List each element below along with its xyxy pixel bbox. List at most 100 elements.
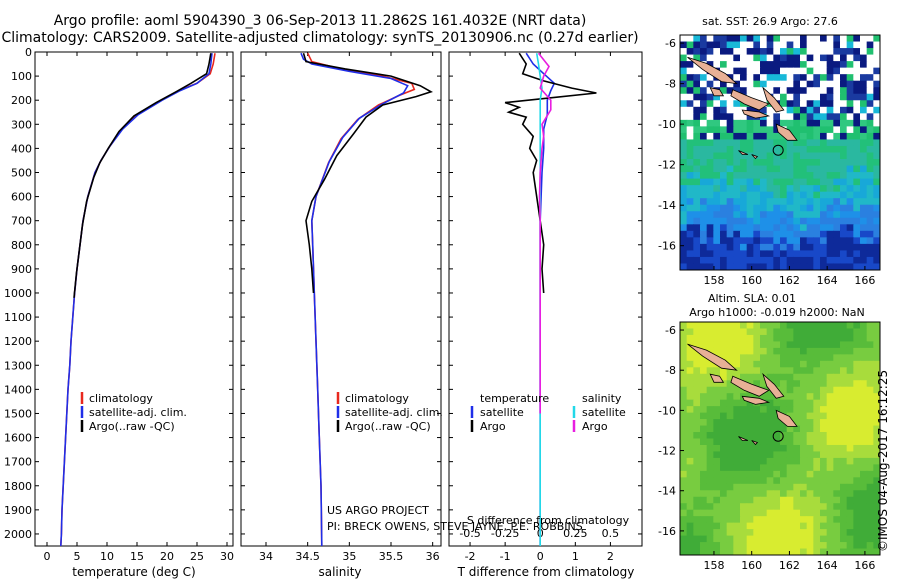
map-cell [746, 451, 754, 459]
map-cell [846, 457, 854, 465]
depth-tick-label: 700 [11, 215, 32, 228]
map-cell [766, 256, 774, 265]
map-cell [846, 444, 854, 453]
map-cell [800, 399, 808, 407]
map-cell [713, 464, 721, 472]
map-cell [793, 457, 801, 465]
map-cell [780, 328, 788, 336]
map-cell [746, 113, 754, 121]
map-cell [826, 87, 834, 95]
map-cell [726, 367, 734, 375]
map-cell [726, 535, 734, 543]
map-cell [833, 529, 841, 537]
map-cell [773, 477, 781, 485]
map-cell [740, 211, 748, 219]
map-cell [733, 217, 741, 225]
map-cell [800, 322, 808, 330]
map-cell [766, 152, 774, 160]
map-cell [846, 250, 854, 258]
map-cell [800, 542, 808, 550]
map-cell [700, 322, 708, 330]
map-cell [733, 535, 741, 543]
x2-tick-label: -0.5 [459, 527, 480, 540]
map-cell [773, 380, 781, 388]
map-cell [706, 41, 714, 49]
map-cell [806, 457, 814, 465]
map-cell [693, 457, 701, 465]
map-cell [766, 48, 774, 56]
map-cell [820, 100, 828, 108]
map-cell [766, 490, 774, 498]
map-cell [753, 35, 761, 43]
map-cell [706, 419, 714, 427]
map-y-tick-label: -10 [658, 404, 676, 417]
map-cell [713, 230, 721, 238]
map-cell [840, 145, 848, 154]
map-cell [720, 126, 728, 134]
map-cell [840, 224, 848, 232]
map-cell [820, 516, 828, 524]
map-cell [813, 399, 821, 407]
map-cell [693, 367, 701, 375]
map-cell [800, 548, 808, 555]
map-cell [720, 230, 728, 238]
map-cell [800, 496, 808, 504]
map-cell [686, 80, 694, 88]
map-cell [700, 217, 708, 225]
map-cell [873, 119, 880, 127]
map-cell [733, 87, 741, 95]
map-cell [853, 54, 861, 62]
map-cell [773, 211, 781, 219]
map-cell [800, 67, 808, 75]
map-cell [746, 61, 754, 69]
map-cell [713, 438, 721, 446]
map-cell [773, 412, 781, 420]
map-cell [813, 230, 821, 238]
map-cell [700, 542, 708, 550]
map-cell [740, 490, 748, 498]
map-cell [740, 328, 748, 336]
map-cell [806, 477, 814, 485]
map-cell [773, 185, 781, 193]
legend-label-climatology: climatology [89, 392, 153, 405]
map-cell [740, 217, 748, 225]
x-tick-label: 2 [607, 550, 614, 563]
map-cell [806, 185, 814, 193]
map-cell [813, 263, 821, 270]
map-cell [866, 354, 874, 362]
map-cell [760, 509, 768, 517]
map-cell [800, 41, 808, 49]
map-cell [766, 204, 774, 212]
map-cell [760, 172, 768, 180]
map-cell [840, 354, 848, 362]
map-cell [680, 145, 688, 154]
map-cell [793, 145, 801, 154]
map-cell [780, 80, 788, 88]
map-cell [693, 483, 701, 491]
map-cell [720, 341, 728, 349]
map-cell [686, 145, 694, 154]
map-cell [853, 224, 861, 232]
map-cell [766, 548, 774, 555]
map-cell [820, 367, 828, 375]
map-cell [726, 224, 734, 232]
map-cell [833, 172, 841, 180]
map-cell [866, 243, 874, 252]
map-cell [813, 243, 821, 252]
map-cell [793, 341, 801, 349]
map-cell [806, 535, 814, 543]
map-cell [826, 477, 834, 485]
map-cell [846, 211, 854, 219]
map-cell [826, 100, 834, 108]
map-cell [706, 509, 714, 517]
map-cell [766, 393, 774, 401]
x-tick-label: 0 [537, 550, 544, 563]
map-cell [833, 35, 841, 43]
map-cell [726, 132, 734, 141]
map-cell [826, 132, 834, 141]
map-cell [680, 386, 688, 394]
map-cell [793, 393, 801, 401]
map-cell [786, 367, 794, 375]
map-cell [840, 406, 848, 414]
sla-islands [687, 343, 798, 446]
